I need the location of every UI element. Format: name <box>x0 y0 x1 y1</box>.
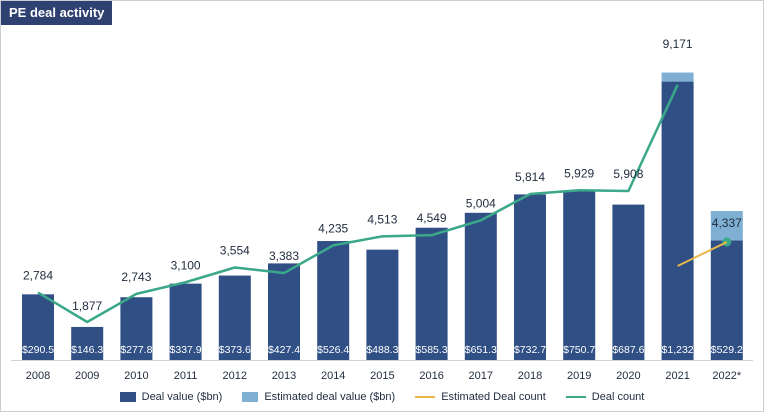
data-label-deal-value-2009: $146.3 <box>71 344 103 356</box>
legend-swatch-deal-count <box>565 396 586 398</box>
data-label-deal-count-2015: 4,513 <box>367 212 397 226</box>
data-label-deal-value-2015: $488.3 <box>366 344 398 356</box>
legend-item-deal-count: Deal count <box>565 391 645 403</box>
legend-label-deal-value: Deal value ($bn) <box>141 391 223 403</box>
line-estimated-deal-count <box>677 241 728 267</box>
bar-deal-value-2010 <box>120 297 153 360</box>
legend-label-estimated-deal-value: Estimated deal value ($bn) <box>264 391 396 403</box>
bar-deal-value-2019 <box>563 190 596 360</box>
data-label-deal-value-2010: $277.8 <box>120 344 152 356</box>
bar-deal-value-2009 <box>71 326 104 360</box>
data-label-deal-count-2011: 3,100 <box>171 258 201 272</box>
x-tick-label-2015: 2015 <box>370 370 394 382</box>
x-tick-label-2020: 2020 <box>616 370 640 382</box>
x-tick-label-2009: 2009 <box>75 370 99 382</box>
data-label-deal-value-2017: $651.3 <box>465 344 497 356</box>
data-label-deal-value-2012: $373.6 <box>219 344 251 356</box>
line-deal-count <box>37 84 679 324</box>
data-label-deal-value-2018: $732.7 <box>514 344 546 356</box>
data-label-deal-value-2013: $427.4 <box>268 344 300 356</box>
data-label-deal-value-2008: $290.5 <box>22 344 54 356</box>
legend-item-estimated-deal-value: Estimated deal value ($bn) <box>242 391 395 403</box>
pe-deal-activity-chart: $290.5 2008 $146.3 2009 $277.8 2010 $337.9 2011… <box>11 37 753 382</box>
x-tick-label-2017: 2017 <box>469 370 493 382</box>
data-label-deal-value-2014: $526.4 <box>317 344 349 356</box>
bar-deal-value-2011 <box>169 283 202 360</box>
data-label-deal-count-2017: 5,004 <box>466 196 496 210</box>
data-label-deal-count-2016: 4,549 <box>417 211 447 225</box>
legend-swatch-deal-value <box>119 392 136 402</box>
x-tick-label-2016: 2016 <box>419 370 443 382</box>
data-label-deal-count-2022: 4,337 <box>712 216 742 230</box>
legend-swatch-estimated-deal-count <box>415 396 436 398</box>
x-tick-label-2012: 2012 <box>223 370 247 382</box>
data-label-deal-value-2021: $1,232 <box>662 344 694 356</box>
bar-estimated-deal-value-2021 <box>661 72 694 82</box>
bar-deal-value-2013 <box>268 263 300 360</box>
legend-item-estimated-deal-count: Estimated Deal count <box>415 391 546 403</box>
legend-swatch-estimated-deal-value <box>242 392 259 402</box>
data-label-deal-count-2021: 9,171 <box>663 37 693 51</box>
legend-label-deal-count: Deal count <box>591 391 645 403</box>
bar-deal-value-2018 <box>514 194 546 360</box>
x-tick-label-2014: 2014 <box>321 370 345 382</box>
data-label-deal-value-2016: $585.3 <box>416 344 448 356</box>
bar-deal-value-2020 <box>612 204 645 360</box>
bar-deal-value-2021 <box>661 81 694 361</box>
legend-item-deal-value: Deal value ($bn) <box>119 391 223 403</box>
bar-deal-value-2016 <box>415 227 448 360</box>
bar-deal-value-2015 <box>366 249 399 360</box>
data-label-deal-count-2020: 5,908 <box>613 167 643 181</box>
x-tick-label-2018: 2018 <box>518 370 542 382</box>
bar-deal-value-2008 <box>22 294 54 360</box>
x-tick-label-2013: 2013 <box>272 370 296 382</box>
x-tick-label-2011: 2011 <box>174 370 198 382</box>
data-label-deal-count-2014: 4,235 <box>318 221 348 235</box>
legend-label-estimated-deal-count: Estimated Deal count <box>441 391 546 403</box>
data-label-deal-value-2019: $750.7 <box>563 344 595 356</box>
data-label-deal-value-2022: $529.2 <box>711 344 743 356</box>
legend: Deal value ($bn) Estimated deal value ($… <box>1 389 763 405</box>
bar-estimated-deal-value-2022 <box>710 211 743 241</box>
chart-title: PE deal activity <box>1 1 113 25</box>
bar-deal-value-2014 <box>317 241 350 360</box>
x-tick-label-2021: 2021 <box>665 370 689 382</box>
bar-deal-value-2017 <box>464 212 497 360</box>
x-tick-label-2019: 2019 <box>567 370 591 382</box>
data-label-deal-count-2008: 2,784 <box>23 269 53 283</box>
data-label-deal-count-2013: 3,383 <box>269 249 299 263</box>
data-label-deal-count-2010: 2,743 <box>121 270 151 284</box>
data-label-deal-value-2020: $687.6 <box>612 344 644 356</box>
bar-deal-value-2022 <box>710 240 743 360</box>
data-label-deal-count-2012: 3,554 <box>220 243 250 257</box>
data-label-deal-count-2009: 1,877 <box>72 299 102 313</box>
bar-deal-value-2012 <box>218 275 251 360</box>
data-label-deal-value-2011: $337.9 <box>170 344 202 356</box>
data-label-deal-count-2018: 5,814 <box>515 170 545 184</box>
x-tick-label-2022: 2022* <box>712 370 741 382</box>
x-tick-label-2008: 2008 <box>26 370 50 382</box>
x-tick-label-2010: 2010 <box>124 370 148 382</box>
data-label-deal-count-2019: 5,929 <box>564 166 594 180</box>
